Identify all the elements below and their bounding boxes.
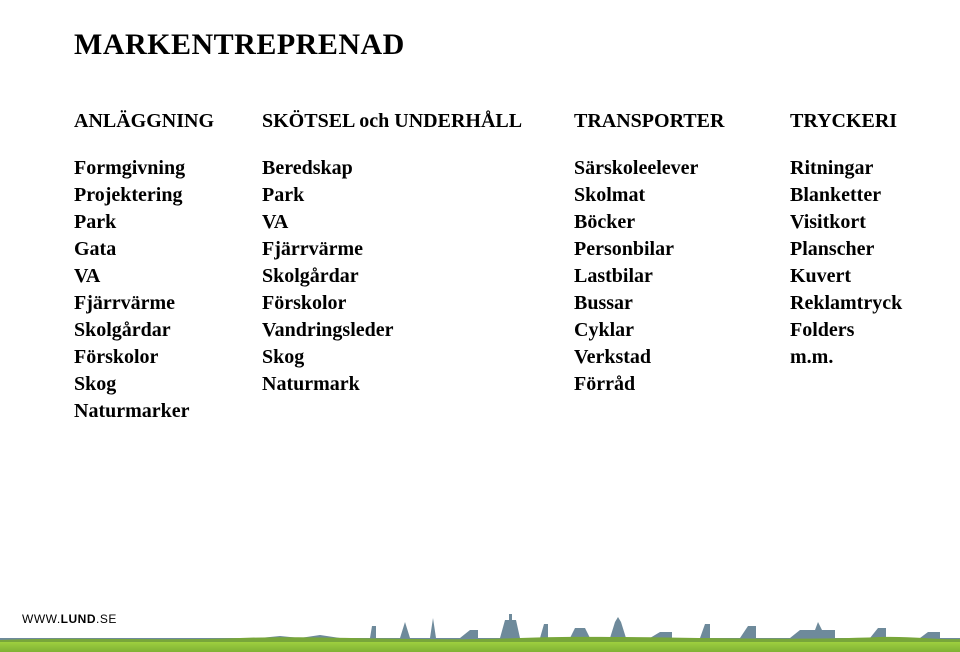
list-item: Naturmarker: [74, 398, 262, 425]
column-heading: TRANSPORTER: [574, 110, 790, 133]
green-band: [0, 642, 960, 652]
list-item: m.m.: [790, 344, 960, 371]
list-item: Gata: [74, 236, 262, 263]
list-item: Skolgårdar: [262, 263, 574, 290]
list-item: Skog: [74, 371, 262, 398]
column-heading: TRYCKERI: [790, 110, 960, 133]
list-item: Projektering: [74, 182, 262, 209]
list-item: Skolmat: [574, 182, 790, 209]
list-item: Kuvert: [790, 263, 960, 290]
list-item: Förråd: [574, 371, 790, 398]
list-item: Skolgårdar: [74, 317, 262, 344]
list-item: Lastbilar: [574, 263, 790, 290]
list-item: Verkstad: [574, 344, 790, 371]
list-item: Planscher: [790, 236, 960, 263]
list-item: Böcker: [574, 209, 790, 236]
list-item: Beredskap: [262, 155, 574, 182]
list-item: Bussar: [574, 290, 790, 317]
list-item: Formgivning: [74, 155, 262, 182]
list-item: Särskoleelever: [574, 155, 790, 182]
list-item: Vandringsleder: [262, 317, 574, 344]
list-item: Park: [74, 209, 262, 236]
list-item: Naturmark: [262, 371, 574, 398]
column-heading: ANLÄGGNING: [74, 110, 262, 133]
column-heading: SKÖTSEL och UNDERHÅLL: [262, 110, 574, 133]
list-item: Reklamtryck: [790, 290, 960, 317]
skyline-icon: [0, 602, 960, 642]
columns-container: ANLÄGGNING Formgivning Projektering Park…: [74, 110, 960, 425]
list-item: Personbilar: [574, 236, 790, 263]
list-item: Ritningar: [790, 155, 960, 182]
list-item: Folders: [790, 317, 960, 344]
list-item: VA: [74, 263, 262, 290]
column-transporter: TRANSPORTER Särskoleelever Skolmat Böcke…: [574, 110, 790, 425]
page-title: MARKENTREPRENAD: [74, 28, 405, 62]
list-item: Förskolor: [74, 344, 262, 371]
list-item: Cyklar: [574, 317, 790, 344]
list-item: Skog: [262, 344, 574, 371]
list-item: Visitkort: [790, 209, 960, 236]
list-item: VA: [262, 209, 574, 236]
column-tryckeri: TRYCKERI Ritningar Blanketter Visitkort …: [790, 110, 960, 425]
list-item: Blanketter: [790, 182, 960, 209]
list-item: Fjärrvärme: [262, 236, 574, 263]
list-item: Förskolor: [262, 290, 574, 317]
list-item: Park: [262, 182, 574, 209]
column-skotsel: SKÖTSEL och UNDERHÅLL Beredskap Park VA …: [262, 110, 574, 425]
column-anlaggning: ANLÄGGNING Formgivning Projektering Park…: [74, 110, 262, 425]
list-item: Fjärrvärme: [74, 290, 262, 317]
footer: WWW.LUND.SE: [0, 592, 960, 652]
